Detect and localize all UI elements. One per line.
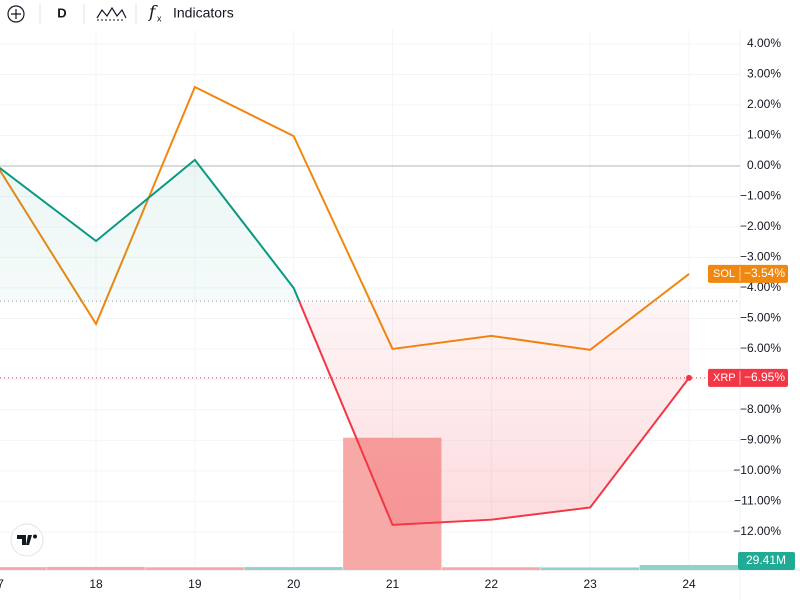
volume-bar bbox=[46, 566, 145, 570]
baseline-area bbox=[0, 159, 690, 525]
volume-bar bbox=[0, 567, 47, 570]
toolbar: D f x Indicators bbox=[7, 3, 234, 24]
price-label-value: −6.95% bbox=[744, 370, 785, 384]
y-tick-label: −9.00% bbox=[740, 433, 781, 447]
y-tick-label: −2.00% bbox=[740, 219, 781, 233]
x-tick-label: 23 bbox=[584, 577, 598, 591]
y-tick-label: −1.00% bbox=[740, 189, 781, 203]
fx-icon[interactable]: f bbox=[147, 3, 158, 23]
y-tick-label: −5.00% bbox=[740, 311, 781, 325]
interval-button[interactable]: D bbox=[57, 5, 66, 20]
price-label-name: XRP bbox=[713, 372, 736, 384]
plot-area bbox=[0, 30, 740, 570]
chart-type-icon[interactable] bbox=[96, 6, 127, 19]
y-tick-label: 2.00% bbox=[747, 97, 781, 111]
y-tick-label: −6.00% bbox=[740, 341, 781, 355]
x-tick-label: 19 bbox=[188, 577, 202, 591]
y-tick-label: 4.00% bbox=[747, 36, 781, 50]
tv-logo bbox=[10, 523, 44, 557]
y-tick-label: −11.00% bbox=[734, 494, 781, 508]
x-tick-label: 24 bbox=[682, 577, 696, 591]
volume-bar bbox=[441, 567, 541, 570]
volume-bar bbox=[540, 567, 640, 570]
price-label-box bbox=[708, 264, 788, 283]
price-label-box bbox=[708, 368, 788, 387]
x-tick-label: 22 bbox=[485, 577, 499, 591]
y-tick-label: −10.00% bbox=[733, 463, 781, 477]
fx-icon-sub: x bbox=[157, 13, 162, 23]
volume-bar bbox=[145, 567, 244, 570]
volume-label: 29.41M bbox=[746, 553, 786, 567]
x-tick-label: 17 bbox=[0, 577, 4, 591]
indicators-button[interactable]: Indicators bbox=[173, 5, 234, 21]
add-symbol-icon[interactable] bbox=[7, 5, 25, 23]
y-tick-label: −8.00% bbox=[740, 402, 781, 416]
volume-bar bbox=[639, 564, 738, 570]
y-tick-label: −3.00% bbox=[740, 250, 781, 264]
y-tick-label: −12.00% bbox=[733, 524, 781, 538]
y-tick-label: −4.00% bbox=[740, 280, 781, 294]
series-line bbox=[0, 158, 690, 526]
logo-mark bbox=[17, 535, 32, 545]
y-tick-label: 3.00% bbox=[747, 67, 781, 81]
y-tick-label: 0.00% bbox=[747, 158, 781, 172]
volume-bar bbox=[244, 567, 343, 570]
logo-dot bbox=[33, 534, 37, 539]
price-label-value: −3.54% bbox=[744, 266, 785, 280]
overlay: 4.00% 3.00% 2.00% 1.00% 0.00% −1.00% −2.00% −3.… bbox=[0, 36, 795, 591]
x-tick-label: 21 bbox=[386, 577, 400, 591]
x-tick-label: 20 bbox=[287, 577, 301, 591]
add-symbol-plus bbox=[11, 9, 21, 19]
volume-label-box bbox=[738, 552, 795, 570]
last-value-dot bbox=[686, 374, 693, 381]
price-label-name: SOL bbox=[713, 268, 735, 280]
x-tick-label: 18 bbox=[89, 577, 103, 591]
y-tick-label: 1.00% bbox=[747, 128, 781, 142]
